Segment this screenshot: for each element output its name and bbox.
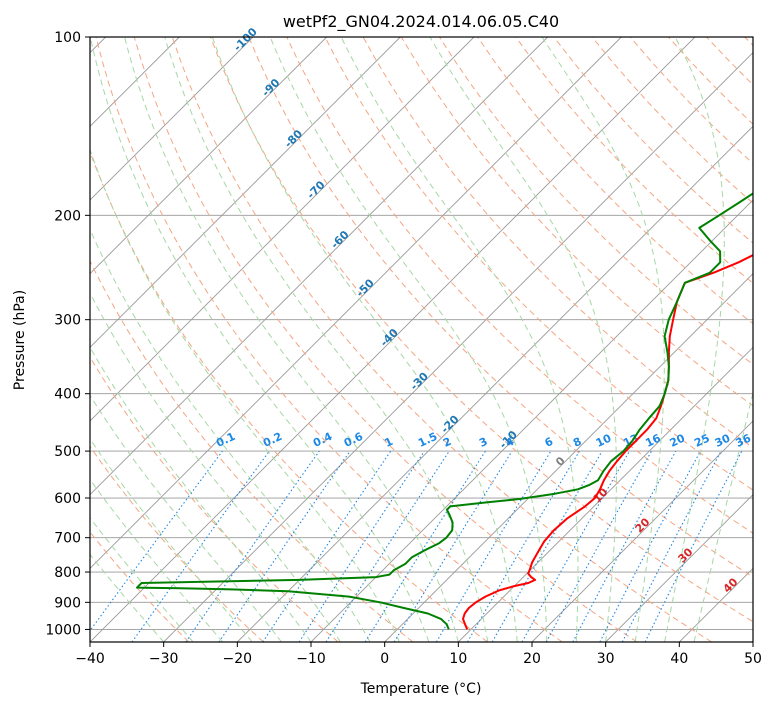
mixing-ratio-line [185, 450, 320, 642]
mixing-ratio-line [298, 450, 425, 642]
mixing-ratio-label: 30 [713, 431, 733, 449]
moist-adiabat [429, 37, 617, 642]
isotherm-line [90, 37, 548, 496]
x-tick-label: 0 [380, 651, 389, 667]
moist-adiabat [90, 228, 371, 642]
y-tick-label: 700 [54, 531, 81, 547]
isotherm-line [384, 273, 753, 642]
dry-adiabat [90, 259, 414, 642]
isotherm-line [90, 37, 475, 422]
y-tick-label: 500 [54, 444, 81, 460]
x-axis-label: Temperature (°C) [360, 681, 482, 697]
dewpoint-profile [136, 192, 753, 630]
mixing-ratio-line [262, 450, 392, 642]
x-tick-label: −40 [75, 651, 105, 667]
dry-adiabat [171, 37, 712, 642]
moist-adiabat [211, 37, 518, 642]
moist-adiabat [90, 478, 223, 642]
moist-adiabat [90, 148, 400, 642]
mixing-ratio-line [545, 450, 653, 642]
mixing-ratio-line [218, 450, 351, 642]
mixing-ratio-line [572, 450, 677, 642]
moist-adiabat [693, 390, 753, 642]
dry-adiabat [90, 356, 339, 642]
y-tick-label: 800 [54, 565, 81, 581]
dry-adiabat [95, 37, 563, 642]
plot-frame [89, 36, 754, 643]
moist-adiabat [124, 37, 459, 642]
isotherm-line [90, 37, 622, 569]
moist-adiabat [269, 37, 548, 642]
dry-adiabat [286, 37, 753, 534]
y-axis: 100 200 300 400 500 600 700 800 900 1000 [45, 30, 90, 638]
x-tick-label: 20 [523, 651, 541, 667]
mixing-ratio-label: 16 [643, 431, 663, 449]
isotherm-line [458, 346, 753, 642]
moist-adiabat [90, 37, 430, 642]
y-tick-label: 300 [54, 313, 81, 329]
isotherm-line [531, 420, 753, 642]
y-axis-label: Pressure (hPa) [12, 290, 28, 390]
moist-adiabat [664, 37, 725, 642]
moist-adiabat [90, 292, 341, 642]
dry-adiabat [324, 37, 753, 491]
isotherm-line [237, 125, 753, 642]
mixing-ratio-line [644, 450, 743, 642]
mixing-ratio-label: 36 [734, 431, 754, 449]
x-tick-label: −10 [296, 651, 326, 667]
dry-adiabat [90, 445, 264, 642]
mixing-ratio-label: 25 [692, 432, 711, 450]
mixing-ratio-line [393, 450, 513, 642]
y-tick-label: 600 [54, 491, 81, 507]
mixing-ratio-line [325, 450, 450, 642]
mixing-ratio-label: 20 [668, 431, 688, 449]
dry-adiabat [515, 37, 753, 284]
mixing-ratio-label: 10 [594, 431, 614, 449]
isotherm-line [90, 37, 254, 201]
y-tick-label: 200 [54, 208, 81, 224]
x-tick-label: 10 [449, 651, 467, 667]
isotherm-line [90, 37, 327, 275]
mixing-ratio-line [131, 450, 270, 642]
x-tick-label: −30 [149, 651, 179, 667]
y-tick-label: 400 [54, 387, 81, 403]
isotherm-line [163, 52, 753, 642]
temperature-profile [462, 253, 753, 630]
mixing-ratio-line [90, 450, 223, 632]
mixing-ratio-line [521, 450, 630, 642]
moist-adiabat [90, 346, 312, 642]
moist-adiabat [90, 516, 194, 642]
moist-adiabat [541, 37, 665, 642]
dry-adiabat [210, 37, 753, 623]
y-tick-label: 100 [54, 30, 81, 46]
isotherm-line [605, 494, 753, 642]
profile-series [136, 192, 753, 630]
dry-adiabat [248, 37, 753, 578]
isotherm-line [90, 37, 696, 642]
background-lines [90, 37, 753, 642]
moist-adiabat [340, 37, 579, 642]
x-tick-label: 40 [670, 651, 688, 667]
chart-title: wetPf2_GN04.2024.014.06.05.C40 [283, 12, 559, 32]
x-axis: −40 −30 −20 −10 0 10 20 30 40 50 [75, 642, 762, 667]
moist-adiabat [90, 553, 165, 642]
isotherm-line [90, 37, 401, 348]
x-tick-label: 30 [597, 651, 615, 667]
y-tick-label: 900 [54, 595, 81, 611]
x-tick-label: 50 [744, 651, 762, 667]
x-tick-label: −20 [223, 651, 253, 667]
moist-adiabat [90, 438, 253, 642]
dry-adiabat [133, 37, 638, 642]
moist-adiabat [90, 394, 282, 642]
y-tick-label: 1000 [45, 622, 81, 638]
